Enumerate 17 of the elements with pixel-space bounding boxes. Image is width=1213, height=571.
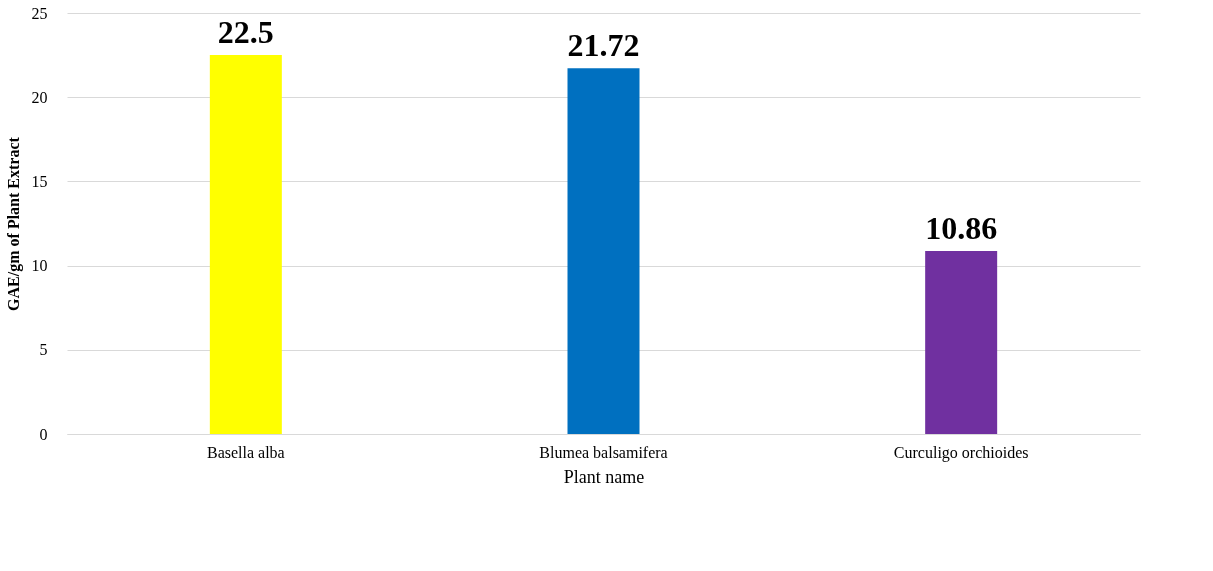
x-tick-label: Basella alba — [206, 443, 285, 461]
x-tick-label: Blumea balsamifera — [539, 443, 668, 461]
x-tick-label: Curculigo orchioides — [893, 443, 1029, 462]
bar — [209, 55, 282, 434]
data-label: 21.72 — [567, 27, 640, 64]
y-tick-label: 20 — [31, 88, 48, 106]
data-label: 10.86 — [925, 210, 998, 247]
y-tick-label: 5 — [39, 341, 48, 359]
x-axis-title: Plant name — [563, 466, 645, 487]
y-tick-label: 25 — [31, 4, 48, 22]
y-tick-label: 0 — [39, 425, 48, 443]
bar — [925, 251, 998, 434]
data-label: 22.5 — [217, 14, 274, 51]
y-tick-label: 10 — [31, 257, 48, 275]
bar — [567, 68, 640, 434]
y-axis-title: GAE/gm of Plant Extract — [4, 136, 23, 311]
y-tick-label: 15 — [31, 172, 48, 190]
